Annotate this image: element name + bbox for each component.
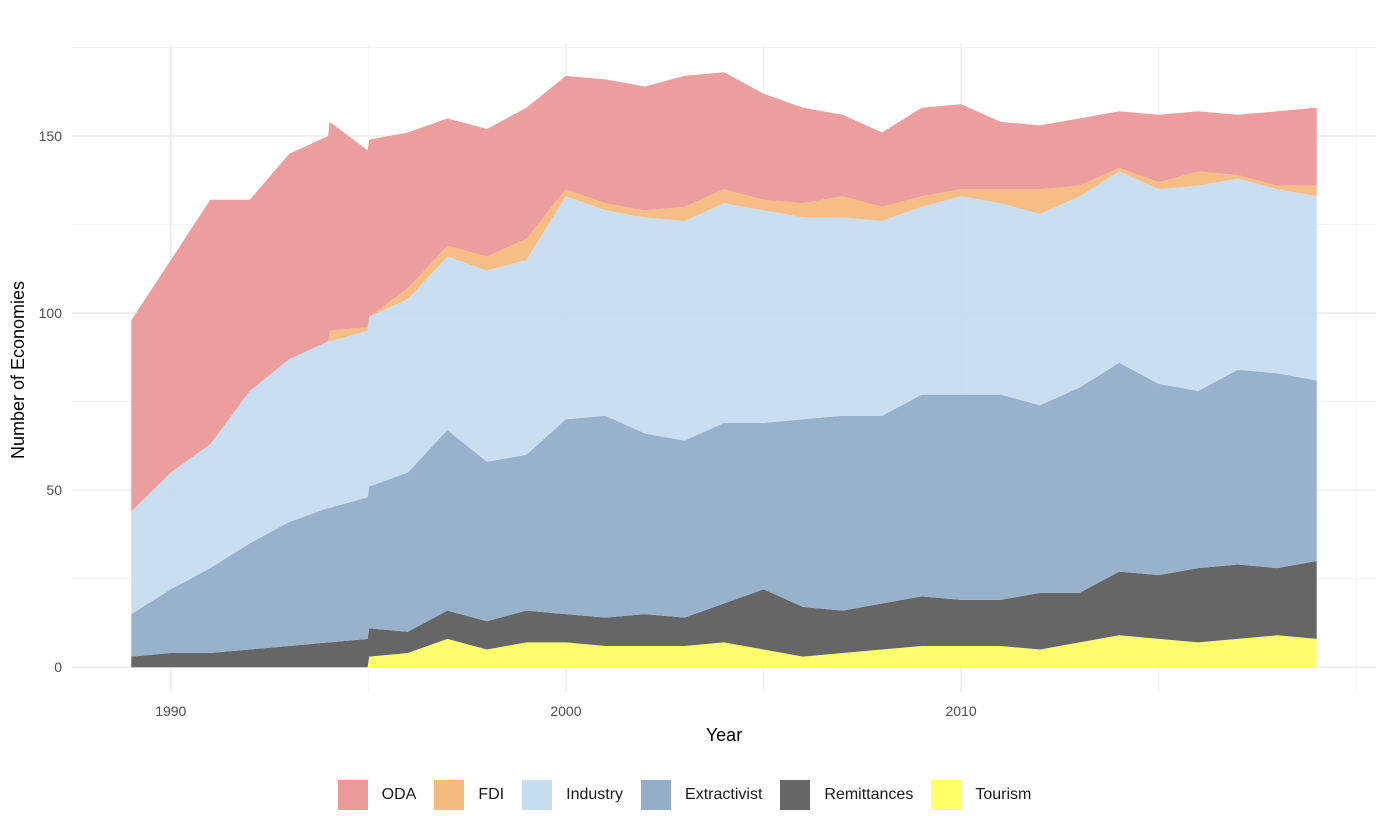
y-tick-label: 0 (54, 659, 62, 675)
legend: ODA FDI Industry Extractivist Remittance… (0, 778, 1387, 812)
y-tick-label: 150 (39, 128, 63, 144)
x-tick-label: 1990 (155, 703, 186, 719)
area-layer (131, 72, 1317, 668)
x-tick-label: 2010 (946, 703, 977, 719)
legend-swatch-fdi (434, 780, 465, 810)
area-remittances (131, 561, 1317, 668)
legend-swatch-remittances (780, 780, 811, 810)
x-axis-title: Year (706, 725, 742, 745)
legend-swatch-industry (522, 780, 553, 810)
legend-label-oda: ODA (381, 786, 417, 803)
legend-item-remittances[interactable]: Remittances (780, 780, 921, 810)
legend-item-extractivist[interactable]: Extractivist (641, 780, 770, 810)
area-extractivist (131, 362, 1317, 657)
legend-label-tourism: Tourism (975, 786, 1032, 803)
legend-label-industry: Industry (566, 786, 624, 803)
area-oda (131, 72, 1317, 512)
y-axis-ticks: 0 50 100 150 (39, 128, 63, 675)
legend-item-tourism[interactable]: Tourism (931, 780, 1039, 810)
area-tourism (131, 635, 1317, 668)
y-tick-label: 50 (46, 482, 62, 498)
legend-label-fdi: FDI (478, 786, 505, 803)
legend-swatch-extractivist (641, 780, 672, 810)
legend-label-remittances: Remittances (824, 786, 914, 803)
legend-item-fdi[interactable]: FDI (434, 780, 512, 810)
area-industry (131, 171, 1317, 615)
legend-swatch-tourism (931, 780, 962, 810)
legend-item-oda[interactable]: ODA (337, 780, 425, 810)
x-tick-label: 2000 (550, 703, 581, 719)
legend-swatch-oda (337, 780, 368, 810)
x-axis-ticks: 1990 2000 2010 (155, 703, 977, 719)
legend-label-extractivist: Extractivist (685, 786, 763, 803)
y-axis-title: Number of Economies (8, 281, 28, 459)
y-tick-label: 100 (39, 305, 63, 321)
legend-item-industry[interactable]: Industry (522, 780, 631, 810)
